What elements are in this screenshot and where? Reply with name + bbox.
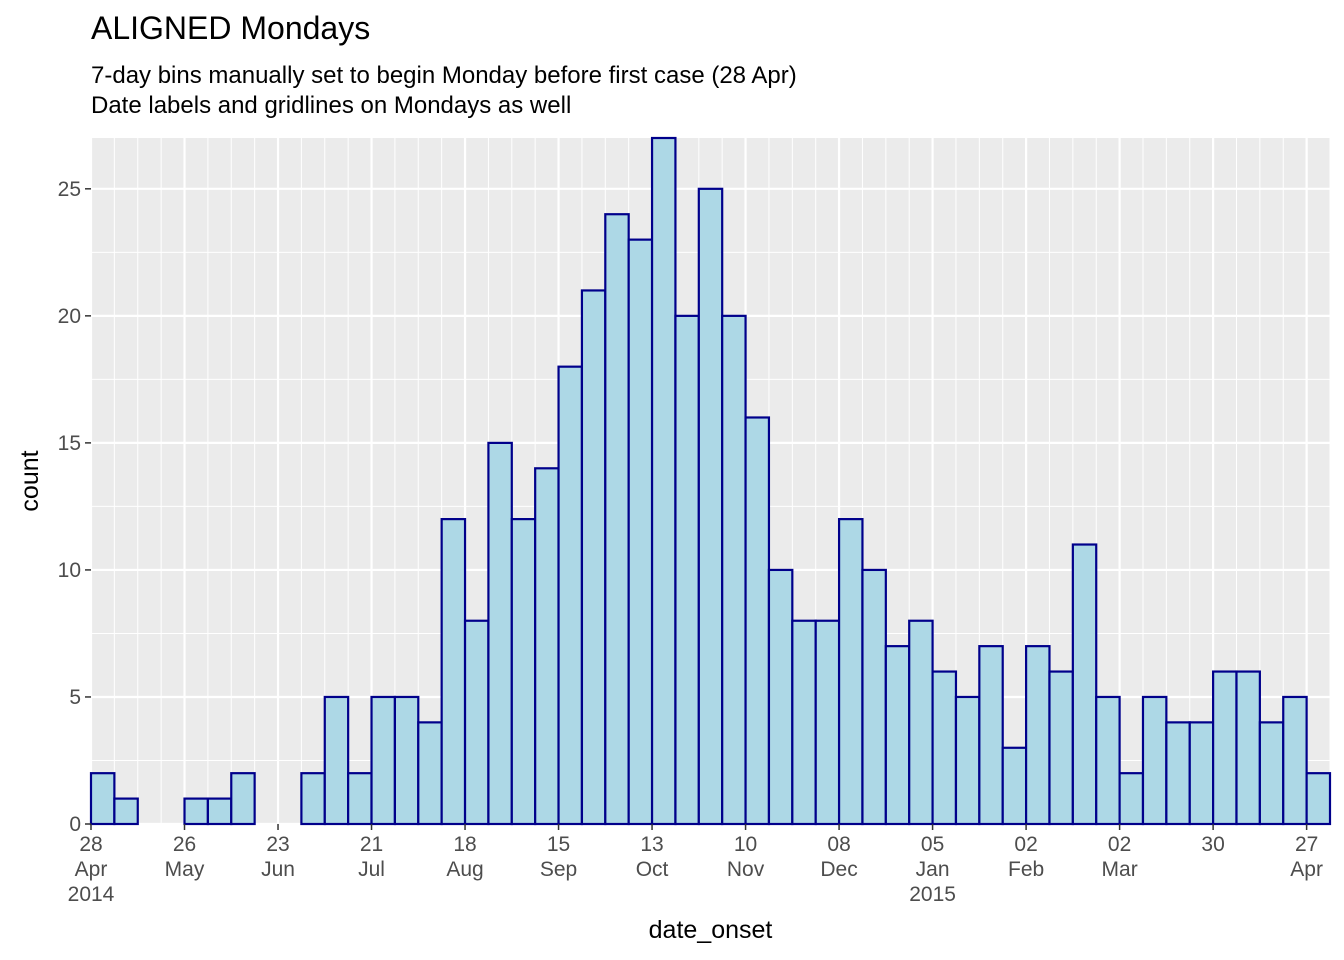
- chart-subtitle-line-1: 7-day bins manually set to begin Monday …: [91, 62, 797, 89]
- x-tick-label: Aug: [446, 858, 483, 881]
- histogram-bar: [1282, 695, 1308, 826]
- x-tick-label: 08: [827, 833, 850, 856]
- y-tick-label: 15: [58, 432, 81, 455]
- x-tick-label: 2015: [909, 883, 956, 906]
- histogram-bar: [1071, 543, 1098, 826]
- x-tick-label: 26: [173, 833, 196, 856]
- x-axis: 28Apr201426May23Jun21Jul18Aug15Sep13Oct1…: [68, 824, 1323, 906]
- histogram-bar: [534, 467, 560, 826]
- x-tick-label: 13: [640, 833, 663, 856]
- x-tick-label: 15: [547, 833, 570, 856]
- y-tick-label: 10: [58, 559, 81, 582]
- histogram-bar: [1165, 721, 1191, 826]
- histogram-bar: [510, 518, 537, 826]
- histogram-bar: [814, 619, 841, 826]
- histogram-bar: [230, 772, 256, 826]
- y-axis: 0 5 10 15 20 25: [58, 178, 91, 836]
- x-axis-title: date_onset: [649, 916, 773, 944]
- chart-subtitle-line-2: Date labels and gridlines on Mondays as …: [91, 92, 572, 119]
- x-tick-label: Jun: [261, 858, 295, 881]
- x-tick-label: Oct: [636, 858, 669, 881]
- x-tick-label: 10: [734, 833, 757, 856]
- histogram-bar: [347, 772, 373, 826]
- histogram-bar: [89, 772, 116, 826]
- x-tick-label: 30: [1201, 833, 1224, 856]
- x-tick-label: Sep: [540, 858, 577, 881]
- y-axis-title: count: [16, 450, 44, 511]
- x-tick-label: 05: [921, 833, 944, 856]
- histogram-bar: [767, 568, 794, 826]
- histogram-bar: [697, 187, 724, 826]
- histogram-bar: [206, 797, 233, 826]
- histogram-bar: [113, 797, 139, 826]
- histogram-bar: [861, 568, 887, 826]
- bars: [89, 136, 1332, 826]
- y-tick-label: 0: [69, 813, 81, 836]
- x-tick-label: Jul: [358, 858, 385, 881]
- histogram-bar: [954, 695, 981, 826]
- histogram-bar: [931, 670, 958, 826]
- x-tick-label: May: [165, 858, 205, 881]
- histogram-bar: [884, 645, 911, 826]
- histogram-bar: [908, 619, 934, 826]
- x-tick-label: 02: [1108, 833, 1131, 856]
- histogram-bar: [674, 314, 700, 826]
- x-tick-label: Nov: [727, 858, 765, 881]
- histogram-bar: [393, 695, 420, 826]
- histogram-bar: [650, 136, 677, 826]
- histogram-bar: [1048, 670, 1074, 826]
- histogram-bar: [837, 518, 864, 826]
- histogram-bar: [1095, 695, 1121, 826]
- histogram-bar: [557, 365, 584, 826]
- histogram-bar: [1305, 772, 1332, 826]
- x-tick-label: Dec: [820, 858, 857, 881]
- histogram-bar: [1001, 746, 1028, 826]
- x-tick-label: Apr: [75, 858, 108, 881]
- y-tick-label: 20: [58, 305, 81, 328]
- histogram-bar: [323, 695, 350, 826]
- histogram-bar: [721, 314, 747, 826]
- histogram-bar: [604, 213, 630, 826]
- x-tick-label: 02: [1014, 833, 1037, 856]
- x-tick-label: Apr: [1290, 858, 1323, 881]
- histogram-bar: [1188, 721, 1215, 826]
- x-tick-label: Jan: [916, 858, 950, 881]
- y-tick-label: 25: [58, 178, 81, 201]
- histogram-bar: [1212, 670, 1238, 826]
- x-tick-label: Feb: [1008, 858, 1044, 881]
- histogram-bar: [1235, 670, 1261, 826]
- histogram-bar: [370, 695, 397, 826]
- histogram-bar: [440, 518, 467, 826]
- histogram-bar: [1118, 772, 1145, 826]
- x-tick-label: 18: [453, 833, 476, 856]
- x-tick-label: 23: [266, 833, 289, 856]
- x-tick-label: 2014: [68, 883, 115, 906]
- chart-title: ALIGNED Mondays: [91, 10, 371, 46]
- histogram-bar: [791, 619, 817, 826]
- histogram-bar: [580, 289, 607, 826]
- histogram-bar: [978, 645, 1004, 826]
- x-tick-label: Mar: [1102, 858, 1138, 881]
- histogram-bar: [1141, 695, 1168, 826]
- histogram-bar: [487, 441, 513, 826]
- x-tick-label: 27: [1295, 833, 1318, 856]
- histogram-bar: [1024, 645, 1051, 826]
- histogram-bar: [300, 772, 326, 826]
- histogram-bar: [1258, 721, 1285, 826]
- histogram-bar: [744, 416, 771, 826]
- histogram-bar: [183, 797, 209, 826]
- y-tick-label: 5: [69, 686, 81, 709]
- x-tick-label: 28: [79, 833, 102, 856]
- histogram-bar: [463, 619, 490, 826]
- x-tick-label: 21: [360, 833, 383, 856]
- histogram-bar: [417, 721, 443, 826]
- histogram-bar: [627, 238, 654, 826]
